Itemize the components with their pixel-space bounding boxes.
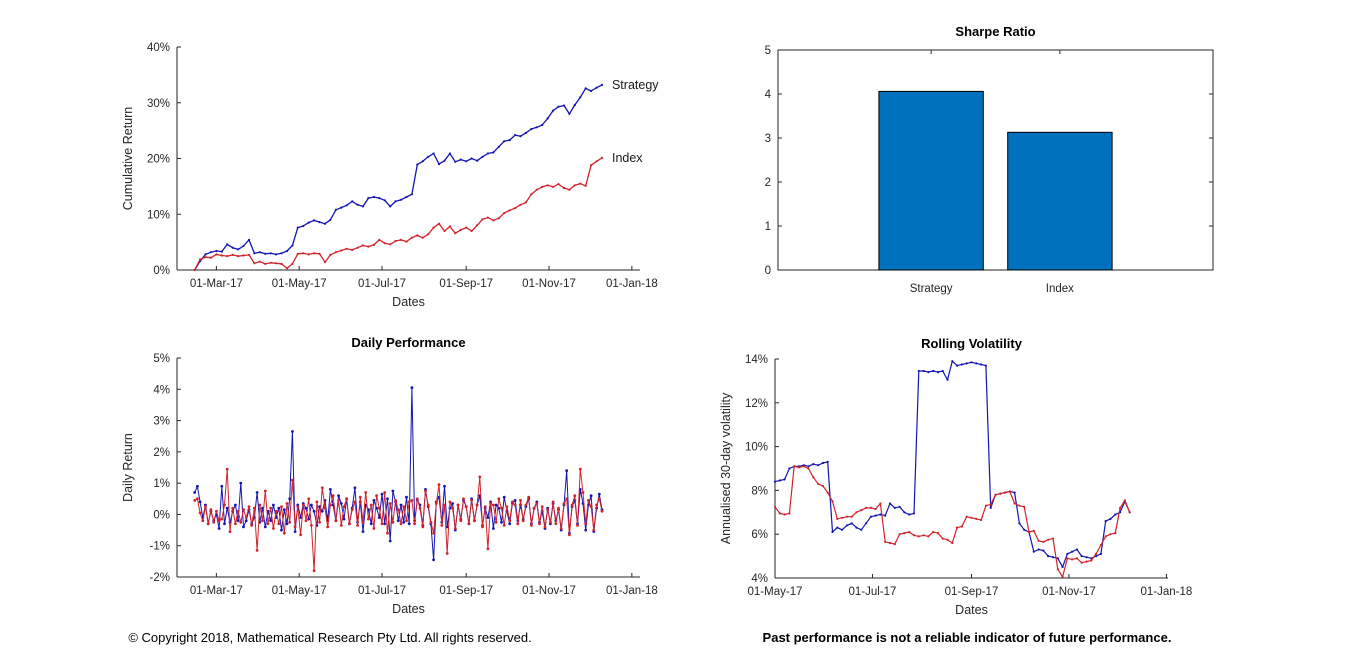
x-tick-label: 01-May-17 (272, 278, 327, 290)
y-tick-label: 5 (765, 45, 771, 57)
x-tick-label: 01-Jan-18 (606, 278, 658, 290)
y-tick-label: 0% (153, 265, 170, 277)
axes (778, 49, 1213, 271)
y-tick-label: 5% (153, 353, 170, 365)
axes (774, 358, 1168, 579)
bar-category-label: Strategy (910, 283, 953, 295)
y-tick-label: 4% (153, 384, 170, 396)
x-tick-label: 01-Jan-18 (1141, 586, 1193, 598)
series-index (773, 465, 1131, 579)
y-tick-label: 12% (745, 398, 768, 410)
x-tick-label: 01-Sep-17 (945, 586, 999, 598)
chart-title: Rolling Volatility (921, 336, 1023, 351)
x-axis-label: Dates (392, 602, 425, 616)
y-tick-label: -2% (150, 572, 170, 584)
y-tick-label: 2% (153, 447, 170, 459)
y-tick-label: 3 (765, 133, 771, 145)
axes (176, 46, 640, 271)
plot-box (777, 49, 1214, 271)
series-line (774, 360, 1131, 568)
series-strategy (773, 360, 1131, 569)
y-tick-label: 10% (745, 442, 768, 454)
series-index (193, 467, 604, 573)
x-tick-label: 01-Jul-17 (358, 585, 406, 597)
y-tick-label: 10% (147, 209, 170, 221)
rolling-volatility-chart: 01-May-17 01-Jul-17 01-Sep-17 01-Nov-17 01-J… (719, 336, 1192, 617)
y-tick-label: 20% (147, 154, 170, 166)
y-tick-label: 0% (153, 509, 170, 521)
series-end-label-index: Index (612, 151, 643, 165)
copyright-text: © Copyright 2018, Mathematical Research … (128, 630, 532, 645)
tick-labels: 01-May-17 01-Jul-17 01-Sep-17 01-Nov-17 01-J… (745, 354, 1192, 598)
bar-index (1007, 131, 1113, 271)
x-tick-label: 01-May-17 (272, 585, 327, 597)
axes (176, 357, 640, 578)
x-tick-label: 01-Sep-17 (439, 585, 493, 597)
x-tick-label: 01-Jul-17 (358, 278, 406, 290)
y-tick-label: 40% (147, 42, 170, 54)
series-index (193, 156, 604, 272)
y-tick-label: 2 (765, 177, 771, 189)
x-tick-label: 01-Nov-17 (522, 585, 576, 597)
y-axis-label: Daily Return (121, 433, 135, 502)
y-tick-label: 1 (765, 221, 771, 233)
x-axis-label: Dates (955, 603, 988, 617)
y-tick-label: 14% (745, 354, 768, 366)
tick-labels: 01-Mar-17 01-May-17 01-Jul-17 01-Sep-17 01-N… (150, 353, 658, 597)
y-tick-label: 6% (751, 529, 768, 541)
y-tick-label: 4% (751, 573, 768, 585)
series-strategy (193, 386, 604, 562)
x-tick-label: 01-Sep-17 (439, 278, 493, 290)
y-axis-label: Cumulative Return (121, 107, 135, 211)
tick-labels: 01-Mar-17 01-May-17 01-Jul-17 01-Sep-17 01-N… (147, 42, 658, 290)
series-end-label-strategy: Strategy (612, 78, 659, 92)
x-axis-label: Dates (392, 295, 425, 309)
series-line (194, 84, 603, 271)
x-tick-label: 01-Nov-17 (522, 278, 576, 290)
y-tick-label: 3% (153, 416, 170, 428)
y-tick-label: 1% (153, 478, 170, 490)
chart-title: Daily Performance (351, 335, 465, 350)
series-line (774, 465, 1131, 578)
x-tick-label: 01-May-17 (748, 586, 803, 598)
series-strategy (193, 83, 604, 272)
x-tick-label: 01-Mar-17 (190, 278, 243, 290)
x-tick-label: 01-Jul-17 (848, 586, 896, 598)
sharpe-ratio-chart: 0 1 2 3 4 5 Strategy Index Sharpe Ratio (765, 24, 1214, 295)
x-tick-label: 01-Jan-18 (606, 585, 658, 597)
series-line (194, 157, 603, 271)
y-axis-label: Annualised 30-day volatility (719, 392, 733, 544)
tick-labels: 0 1 2 3 4 5 Strategy Index (765, 45, 1075, 295)
x-tick-label: 01-Mar-17 (190, 585, 243, 597)
y-tick-label: 30% (147, 98, 170, 110)
x-tick-label: 01-Nov-17 (1042, 586, 1096, 598)
y-tick-label: -1% (150, 541, 170, 553)
y-tick-label: 8% (751, 485, 768, 497)
cumulative-return-chart: 01-Mar-17 01-May-17 01-Jul-17 01-Sep-17 01-N… (121, 42, 659, 309)
y-tick-label: 4 (765, 89, 772, 101)
y-tick-label: 0 (765, 265, 771, 277)
bar-category-label: Index (1046, 283, 1074, 295)
chart-title: Sharpe Ratio (955, 24, 1035, 39)
daily-performance-chart: 01-Mar-17 01-May-17 01-Jul-17 01-Sep-17 01-N… (121, 335, 658, 616)
disclaimer-text: Past performance is not a reliable indic… (762, 630, 1172, 645)
bar-strategy (878, 90, 984, 271)
